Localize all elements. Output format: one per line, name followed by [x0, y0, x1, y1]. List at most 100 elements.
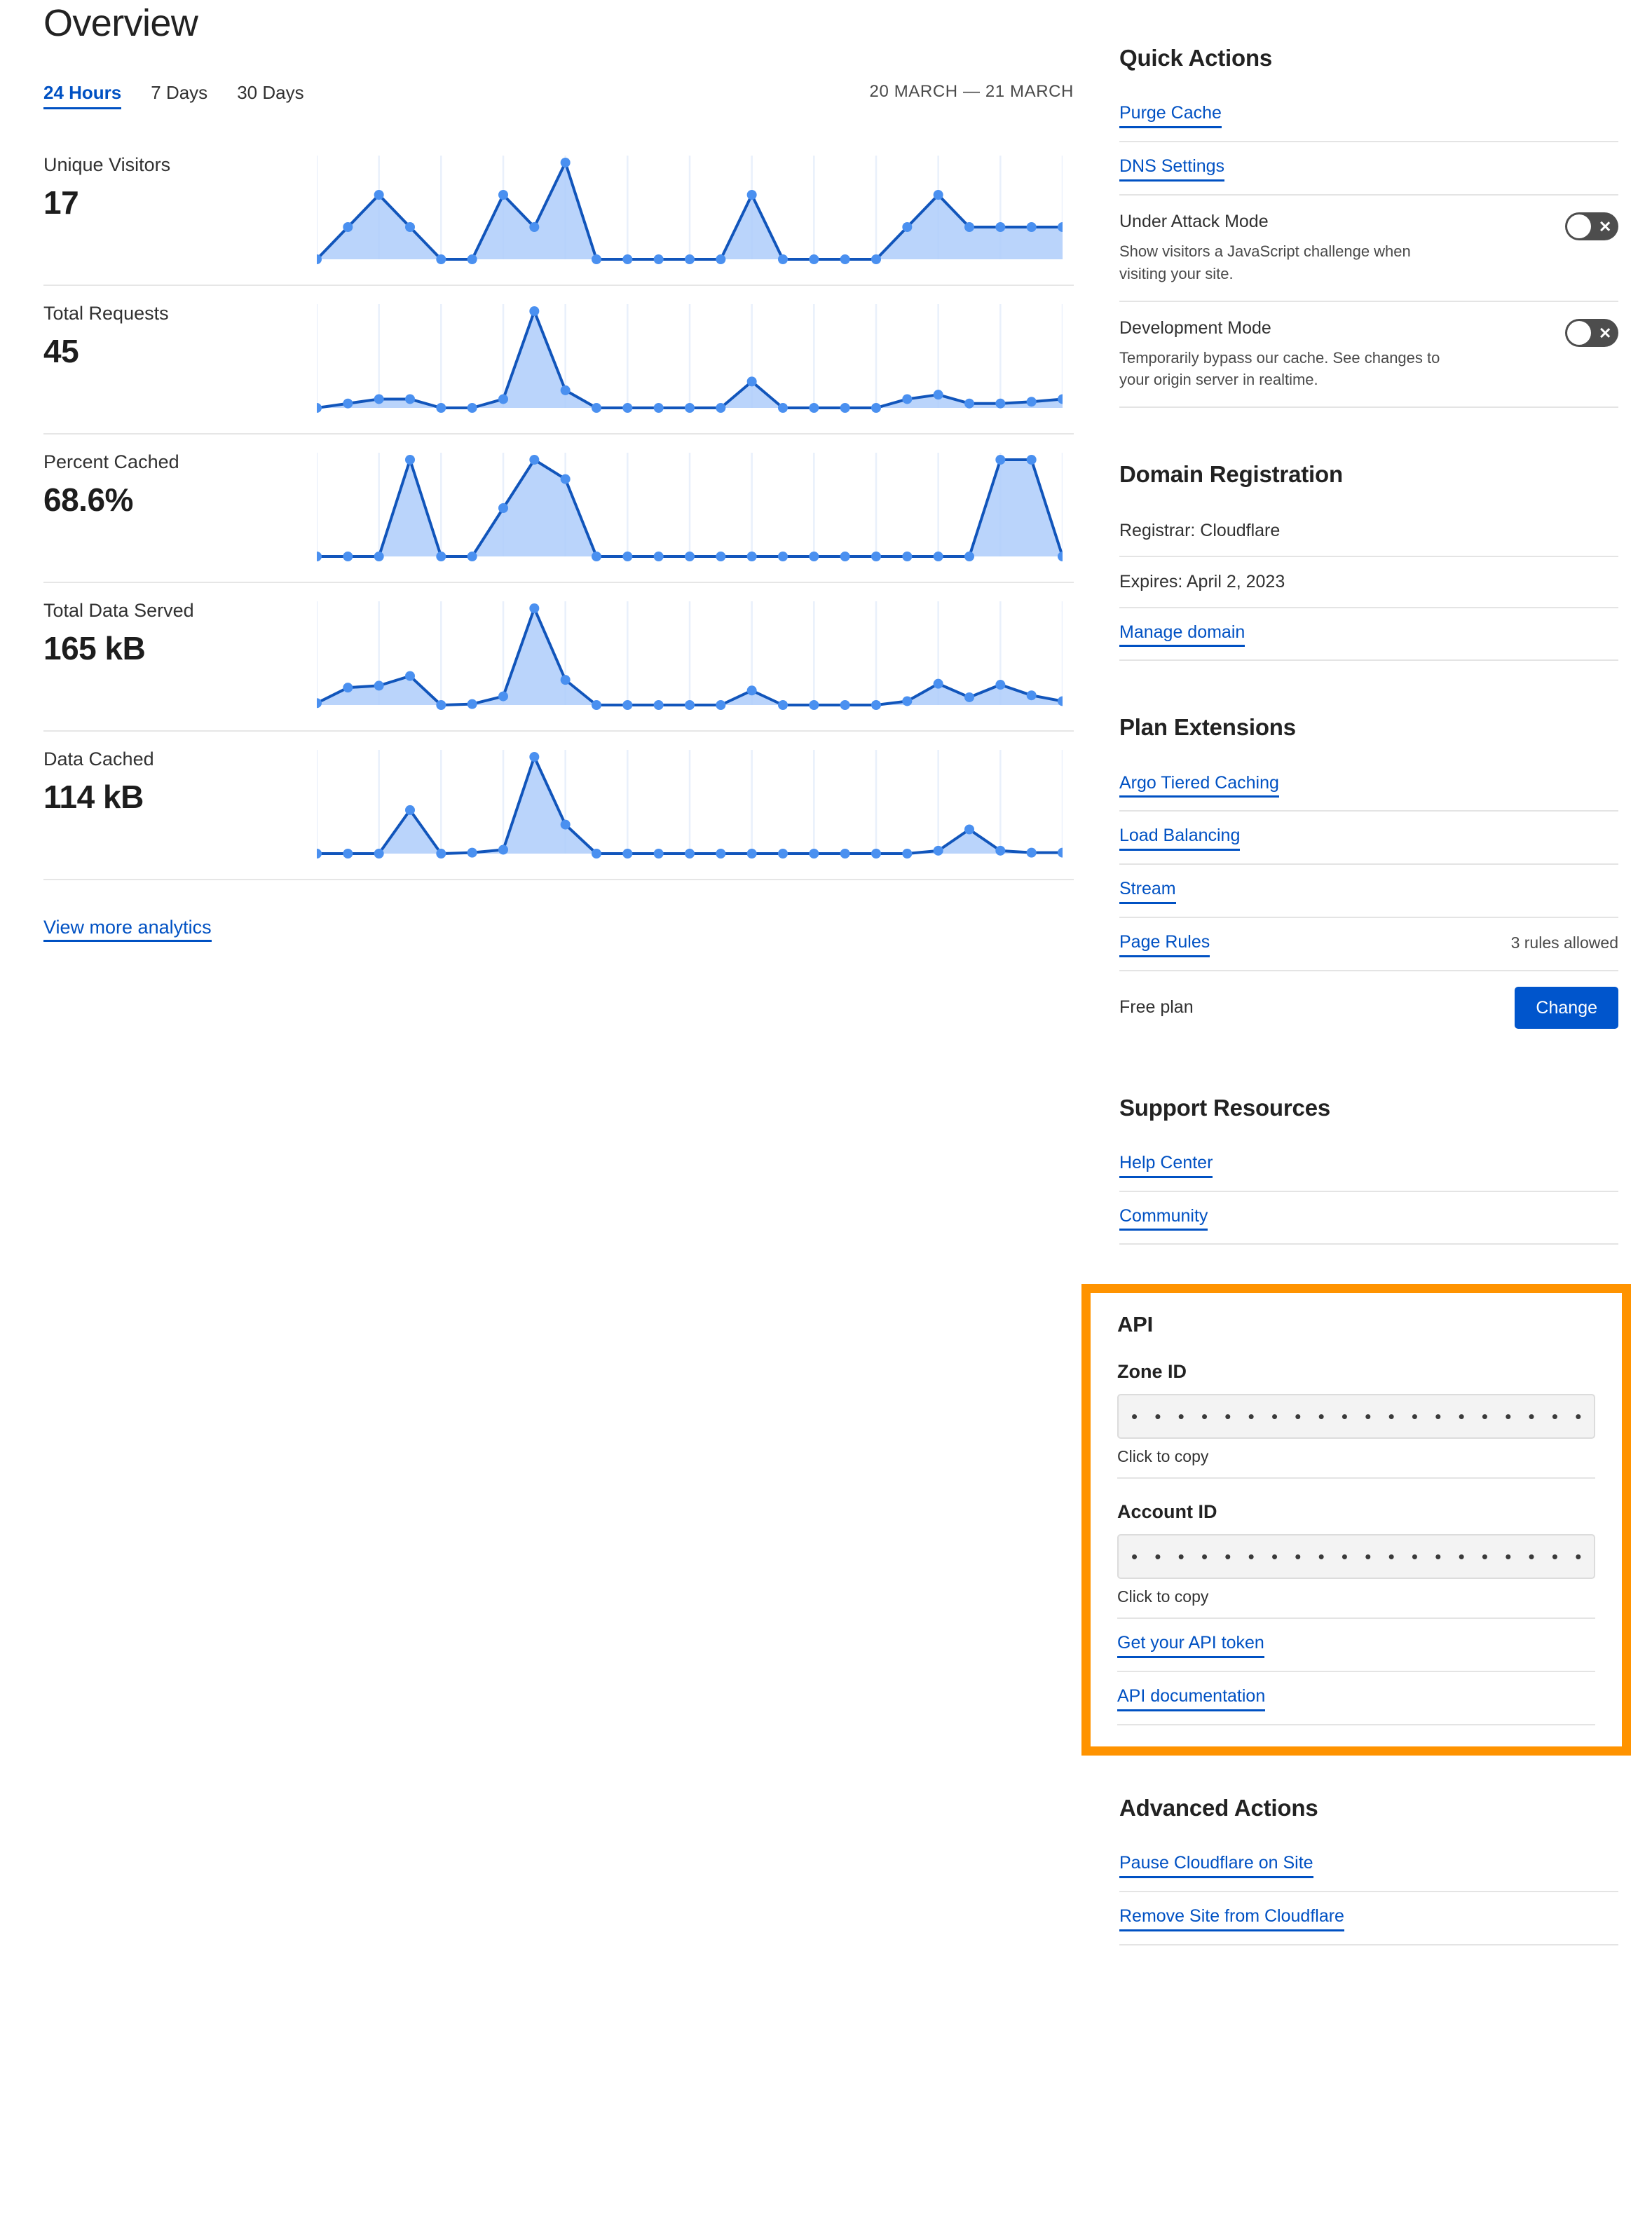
advanced-actions-list: Pause Cloudflare on Site Remove Site fro…: [1119, 1839, 1618, 1945]
under-attack-title: Under Attack Mode: [1119, 211, 1269, 231]
tab-30-days[interactable]: 30 Days: [237, 82, 304, 104]
expires-value: Expires: April 2, 2023: [1119, 571, 1285, 591]
sparkline-percent-cached: [317, 435, 1074, 568]
change-plan-button[interactable]: Change: [1515, 986, 1618, 1029]
view-more-analytics-link[interactable]: View more analytics: [43, 917, 212, 943]
row-api-documentation[interactable]: API documentation: [1117, 1672, 1595, 1725]
stream-link[interactable]: Stream: [1119, 877, 1176, 904]
under-attack-description: Show visitors a JavaScript challenge whe…: [1119, 242, 1411, 282]
row-development-mode: Development Mode Temporarily bypass our …: [1119, 302, 1618, 409]
row-pause-cloudflare[interactable]: Pause Cloudflare on Site: [1119, 1839, 1618, 1892]
row-plan: Free plan Change: [1119, 971, 1618, 1041]
api-documentation-link[interactable]: API documentation: [1117, 1685, 1266, 1711]
metric-value: 45: [43, 332, 79, 369]
row-load-balancing[interactable]: Load Balancing: [1119, 812, 1618, 866]
metric-row-data-cached: Data Cached 114 kB: [43, 732, 1074, 881]
sparkline-total-requests: [317, 286, 1074, 419]
close-icon: [1599, 327, 1611, 338]
metric-row-percent-cached: Percent Cached 68.6%: [43, 435, 1074, 584]
row-registrar: Registrar: Cloudflare: [1119, 506, 1618, 557]
metric-row-unique-visitors: Unique Visitors 17: [43, 137, 1074, 287]
help-center-link[interactable]: Help Center: [1119, 1151, 1213, 1178]
metric-label: Unique Visitors: [43, 154, 171, 176]
tab-7-days[interactable]: 7 Days: [151, 82, 208, 104]
row-argo-tiered-caching[interactable]: Argo Tiered Caching: [1119, 759, 1618, 812]
analytics-column: Overview 24 Hours 7 Days 30 Days 20 MARC…: [43, 0, 1074, 943]
advanced-actions-panel: Advanced Actions Pause Cloudflare on Sit…: [1119, 1793, 1618, 1945]
registrar-value: Registrar: Cloudflare: [1119, 520, 1281, 540]
plan-extensions-title: Plan Extensions: [1119, 714, 1296, 741]
metric-row-total-data-served: Total Data Served 165 kB: [43, 583, 1074, 732]
plan-extensions-panel: Plan Extensions Argo Tiered Caching Load…: [1119, 713, 1618, 1041]
zone-id-copy-hint: Click to copy: [1117, 1447, 1595, 1479]
under-attack-mode-toggle[interactable]: [1565, 212, 1618, 240]
metric-value: 165 kB: [43, 629, 146, 666]
api-panel-highlighted: API Zone ID • • • • • • • • • • • • • • …: [1081, 1284, 1631, 1756]
metric-label: Percent Cached: [43, 451, 179, 473]
metric-info: Total Data Served 165 kB: [43, 583, 317, 667]
sparkline-total-data-served: [317, 583, 1074, 716]
row-help-center[interactable]: Help Center: [1119, 1139, 1618, 1192]
support-resources-panel: Support Resources Help Center Community: [1119, 1093, 1618, 1245]
row-manage-domain[interactable]: Manage domain: [1119, 608, 1618, 662]
tab-24-hours[interactable]: 24 Hours: [43, 81, 122, 110]
under-attack-text: Under Attack Mode Show visitors a JavaSc…: [1119, 210, 1442, 285]
manage-domain-link[interactable]: Manage domain: [1119, 621, 1245, 648]
domain-registration-title: Domain Registration: [1119, 461, 1343, 488]
date-range-label: 20 MARCH — 21 MARCH: [869, 82, 1074, 102]
page-rules-allowance: 3 rules allowed: [1510, 933, 1618, 952]
metric-info: Data Cached 114 kB: [43, 732, 317, 816]
row-api-token[interactable]: Get your API token: [1117, 1619, 1595, 1672]
api-token-link[interactable]: Get your API token: [1117, 1632, 1264, 1658]
remove-site-link[interactable]: Remove Site from Cloudflare: [1119, 1905, 1344, 1931]
row-community[interactable]: Community: [1119, 1192, 1618, 1245]
row-purge-cache[interactable]: Purge Cache: [1119, 89, 1618, 142]
account-id-field[interactable]: • • • • • • • • • • • • • • • • • • • • …: [1117, 1534, 1595, 1580]
toggle-knob: [1567, 320, 1591, 345]
row-stream[interactable]: Stream: [1119, 865, 1618, 918]
sparkline-data-cached: [317, 732, 1074, 865]
support-resources-list: Help Center Community: [1119, 1139, 1618, 1245]
page-rules-link[interactable]: Page Rules: [1119, 931, 1210, 957]
development-mode-title: Development Mode: [1119, 317, 1271, 338]
metric-list: Unique Visitors 17 Total Requests 45 Per…: [43, 137, 1074, 881]
quick-actions-panel: Quick Actions Purge Cache DNS Settings U…: [1119, 43, 1618, 409]
toggle-knob: [1567, 214, 1591, 238]
account-id-copy-hint: Click to copy: [1117, 1587, 1595, 1620]
metric-value: 17: [43, 184, 79, 221]
row-remove-site[interactable]: Remove Site from Cloudflare: [1119, 1892, 1618, 1945]
metric-label: Total Requests: [43, 303, 169, 324]
metric-info: Percent Cached 68.6%: [43, 435, 317, 519]
row-page-rules[interactable]: Page Rules 3 rules allowed: [1119, 918, 1618, 971]
development-mode-description: Temporarily bypass our cache. See change…: [1119, 348, 1440, 389]
community-link[interactable]: Community: [1119, 1205, 1208, 1231]
plan-extensions-list: Argo Tiered Caching Load Balancing Strea…: [1119, 759, 1618, 1041]
advanced-actions-title: Advanced Actions: [1119, 1794, 1318, 1821]
sidebar-column: Quick Actions Purge Cache DNS Settings U…: [1081, 43, 1631, 1945]
argo-tiered-caching-link[interactable]: Argo Tiered Caching: [1119, 772, 1279, 798]
domain-registration-panel: Domain Registration Registrar: Cloudflar…: [1119, 460, 1618, 662]
page-title: Overview: [43, 2, 198, 44]
row-under-attack-mode: Under Attack Mode Show visitors a JavaSc…: [1119, 196, 1618, 302]
quick-actions-list: Purge Cache DNS Settings Under Attack Mo…: [1119, 89, 1618, 409]
row-expires: Expires: April 2, 2023: [1119, 557, 1618, 608]
development-mode-text: Development Mode Temporarily bypass our …: [1119, 316, 1442, 392]
api-title: API: [1117, 1312, 1154, 1337]
quick-actions-title: Quick Actions: [1119, 45, 1273, 71]
development-mode-toggle[interactable]: [1565, 318, 1618, 347]
load-balancing-link[interactable]: Load Balancing: [1119, 824, 1241, 851]
sparkline-unique-visitors: [317, 137, 1074, 271]
dns-settings-link[interactable]: DNS Settings: [1119, 155, 1225, 182]
metric-info: Unique Visitors 17: [43, 137, 317, 221]
purge-cache-link[interactable]: Purge Cache: [1119, 102, 1222, 128]
zone-id-label: Zone ID: [1117, 1361, 1187, 1383]
row-dns-settings[interactable]: DNS Settings: [1119, 142, 1618, 196]
account-id-label: Account ID: [1117, 1501, 1217, 1523]
plan-name: Free plan: [1119, 997, 1194, 1018]
pause-cloudflare-link[interactable]: Pause Cloudflare on Site: [1119, 1852, 1313, 1878]
zone-id-field[interactable]: • • • • • • • • • • • • • • • • • • • • …: [1117, 1394, 1595, 1439]
metric-info: Total Requests 45: [43, 286, 317, 370]
metric-row-total-requests: Total Requests 45: [43, 286, 1074, 435]
close-icon: [1599, 220, 1611, 232]
